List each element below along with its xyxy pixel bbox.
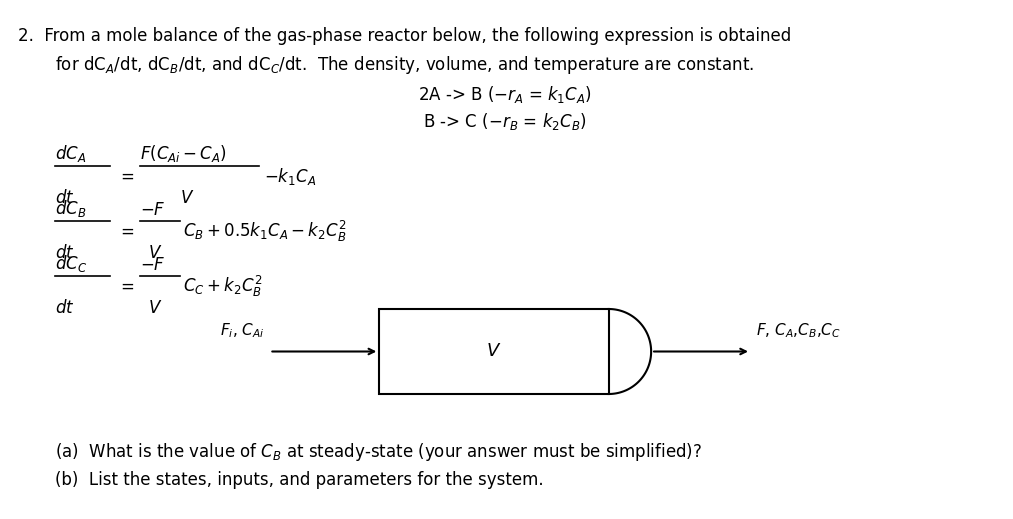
Text: for dC$_A$/dt, dC$_B$/dt, and dC$_C$/dt.  The density, volume, and temperature a: for dC$_A$/dt, dC$_B$/dt, and dC$_C$/dt.… bbox=[55, 54, 754, 76]
Text: $- k_1C_A$: $- k_1C_A$ bbox=[264, 166, 317, 186]
Text: $-F$: $-F$ bbox=[140, 201, 165, 219]
Text: $=$: $=$ bbox=[116, 277, 134, 295]
Text: $V$: $V$ bbox=[148, 299, 162, 317]
Text: $V$: $V$ bbox=[486, 343, 501, 361]
Text: $=$: $=$ bbox=[116, 167, 134, 185]
Text: $F(C_{Ai}-C_A)$: $F(C_{Ai}-C_A)$ bbox=[140, 143, 227, 164]
Text: B -> C ($-r_B$ = $k_2C_B$): B -> C ($-r_B$ = $k_2C_B$) bbox=[423, 111, 587, 132]
Text: $dC_B$: $dC_B$ bbox=[55, 198, 86, 219]
Text: $dC_A$: $dC_A$ bbox=[55, 143, 86, 164]
Bar bbox=[379, 309, 609, 394]
Text: $C_B + 0.5k_1C_A - k_2C_B^2$: $C_B + 0.5k_1C_A - k_2C_B^2$ bbox=[182, 218, 346, 243]
Text: $V$: $V$ bbox=[179, 189, 193, 207]
Text: $dC_C$: $dC_C$ bbox=[55, 253, 87, 274]
Text: 2A -> B ($-r_A$ = $k_1C_A$): 2A -> B ($-r_A$ = $k_1C_A$) bbox=[418, 84, 592, 105]
Text: $F$, $C_A$,$C_B$,$C_C$: $F$, $C_A$,$C_B$,$C_C$ bbox=[756, 321, 841, 339]
Text: $F_i$, $C_{Ai}$: $F_i$, $C_{Ai}$ bbox=[220, 321, 264, 339]
Text: $V$: $V$ bbox=[148, 244, 162, 262]
Text: $dt$: $dt$ bbox=[55, 299, 75, 317]
Text: $-F$: $-F$ bbox=[140, 256, 165, 274]
Text: $dt$: $dt$ bbox=[55, 244, 75, 262]
Text: (b)  List the states, inputs, and parameters for the system.: (b) List the states, inputs, and paramet… bbox=[55, 471, 544, 489]
Text: $C_C + k_2C_B^2$: $C_C + k_2C_B^2$ bbox=[182, 274, 262, 298]
Text: $=$: $=$ bbox=[116, 222, 134, 240]
Text: $dt$: $dt$ bbox=[55, 189, 75, 207]
Text: (a)  What is the value of $C_B$ at steady-state (your answer must be simplified): (a) What is the value of $C_B$ at steady… bbox=[55, 441, 702, 463]
Text: 2.  From a mole balance of the gas-phase reactor below, the following expression: 2. From a mole balance of the gas-phase … bbox=[18, 27, 791, 45]
